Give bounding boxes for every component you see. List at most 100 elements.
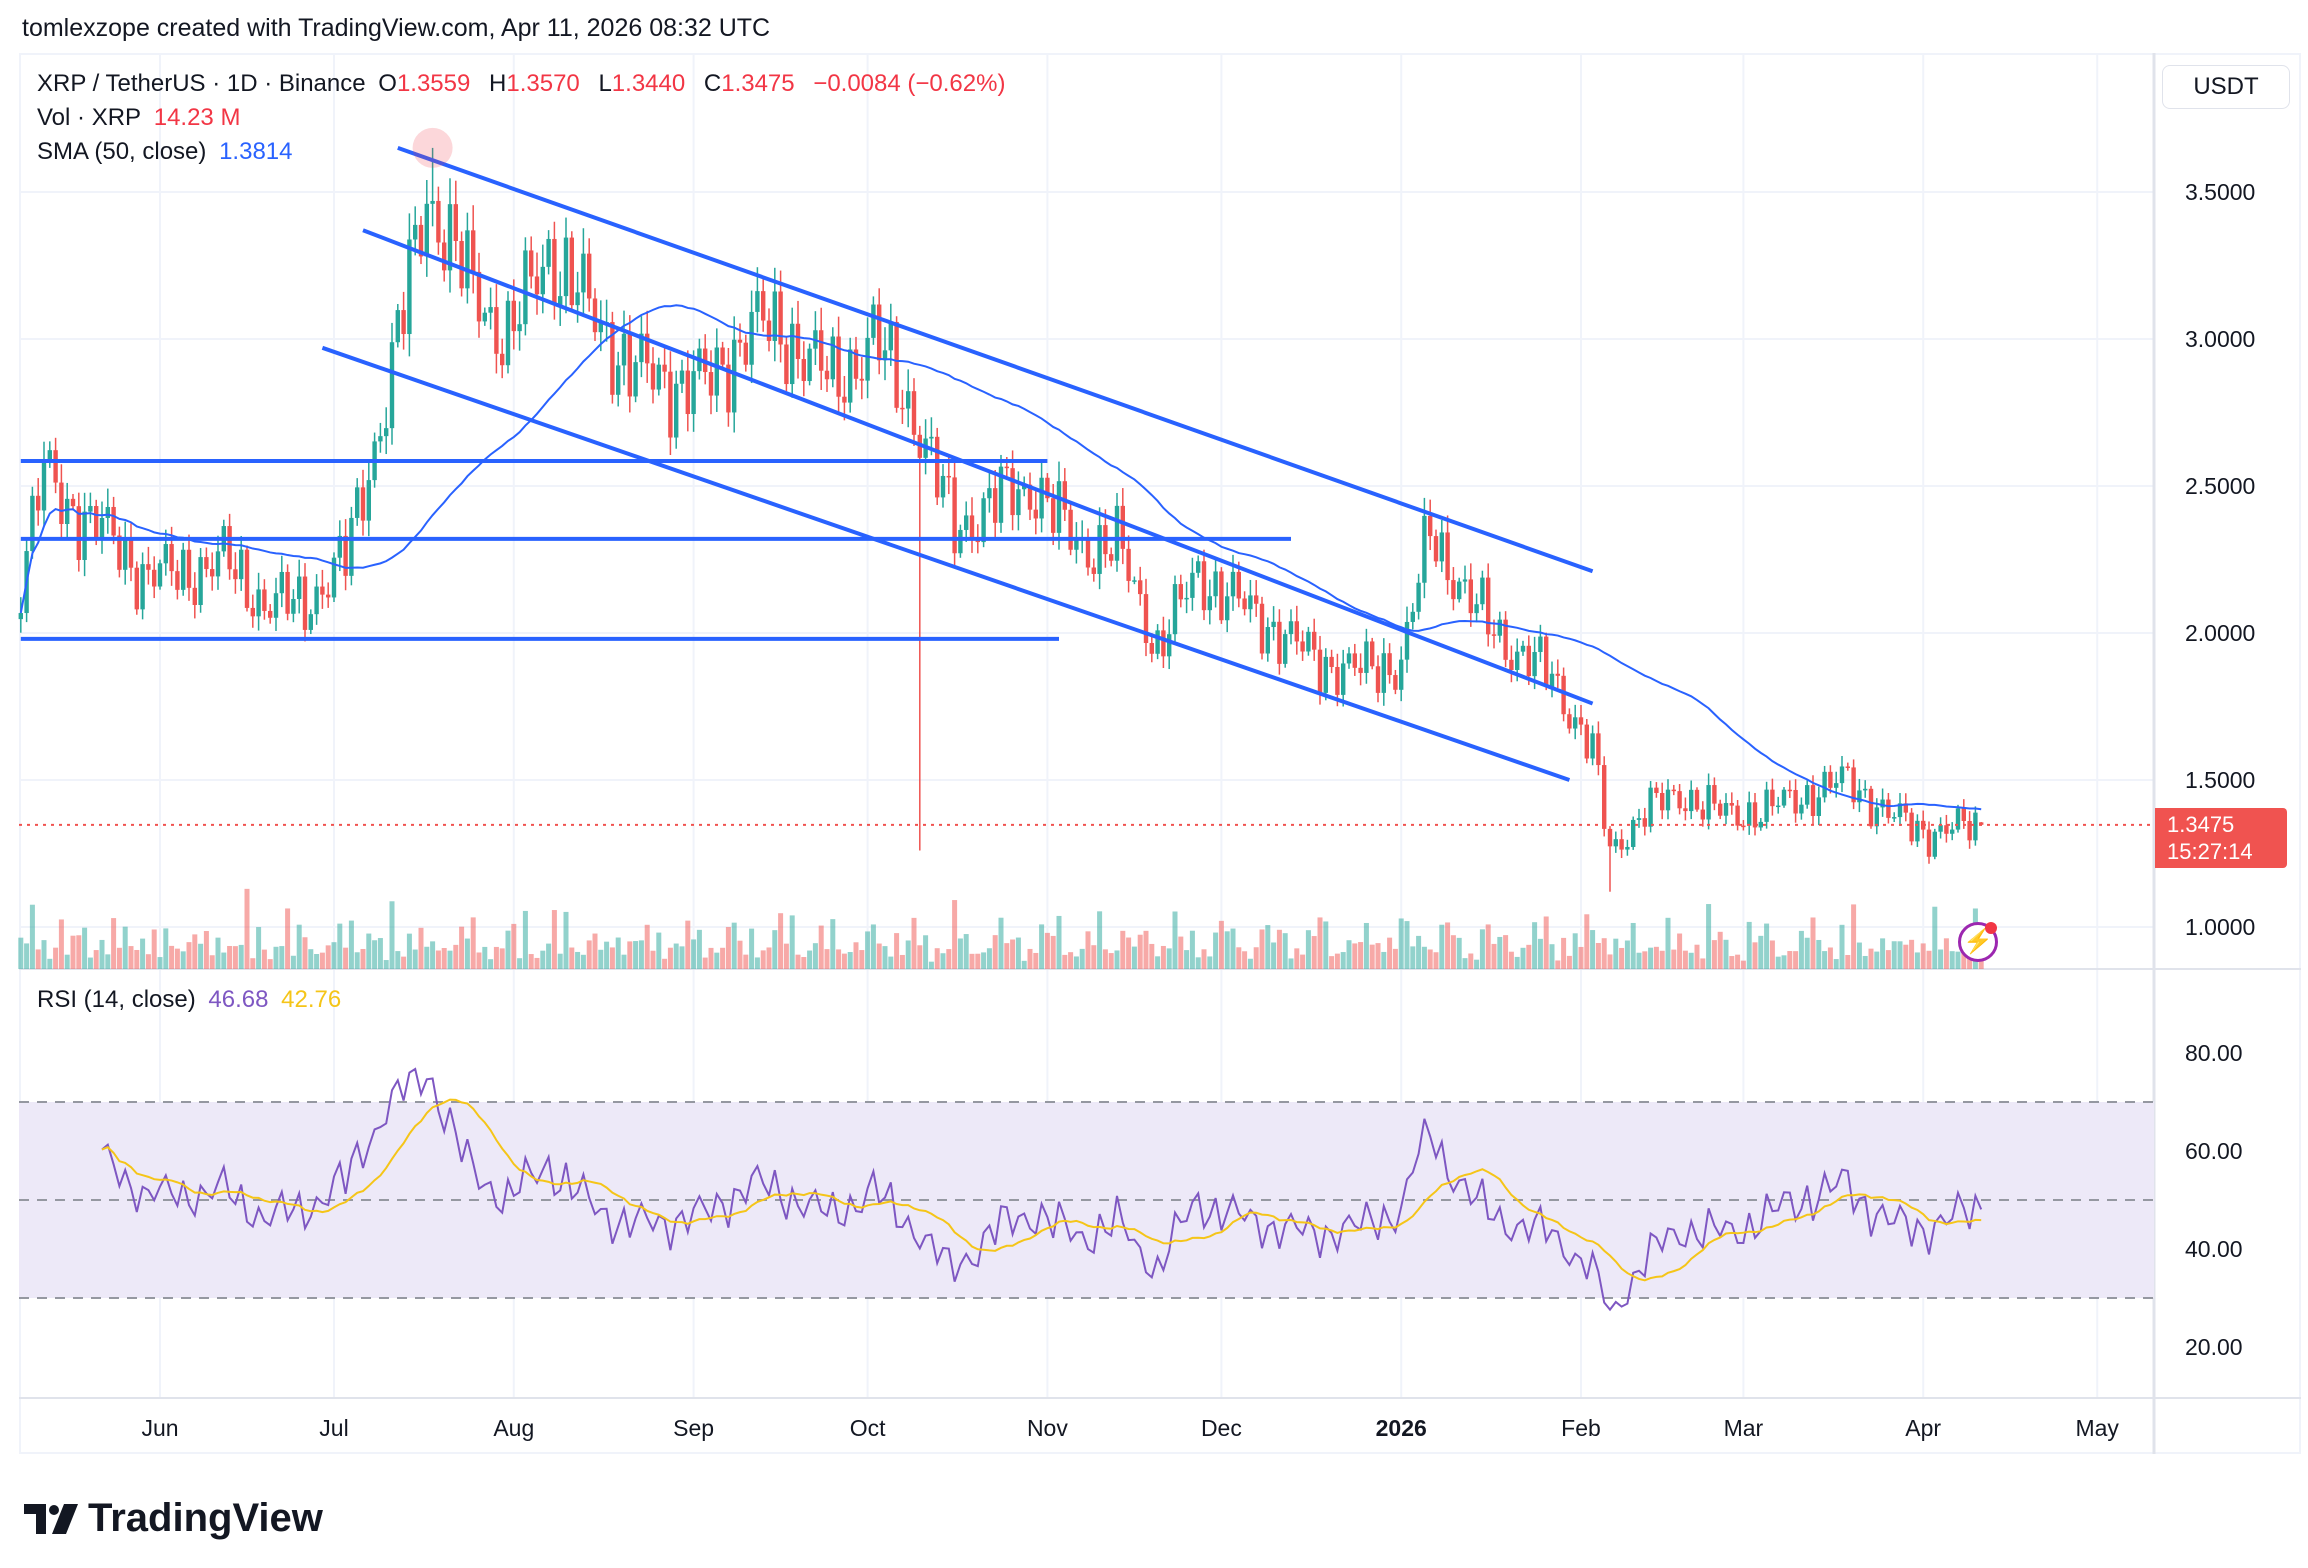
- candle-body: [1381, 653, 1386, 693]
- volume-bar: [1793, 951, 1799, 969]
- candle-body: [575, 292, 580, 306]
- candle-body: [337, 535, 342, 558]
- volume-legend[interactable]: Vol · XRP 14.23 M: [37, 104, 246, 132]
- volume-bar: [256, 927, 262, 969]
- candle-body: [1886, 799, 1891, 818]
- volume-bar: [1375, 943, 1381, 969]
- volume-bar: [232, 946, 238, 969]
- candle-body: [1694, 789, 1700, 810]
- volume-bar: [691, 939, 697, 969]
- volume-bar: [1897, 941, 1903, 969]
- candle-body: [1520, 645, 1526, 652]
- volume-bar: [1189, 930, 1195, 969]
- candle-body: [726, 364, 731, 413]
- candle-body: [819, 330, 824, 371]
- volume-bar: [662, 958, 668, 969]
- volume-bar: [1891, 941, 1897, 969]
- rsi-axis-label: 80.00: [2185, 1040, 2243, 1066]
- candle-body: [772, 291, 777, 341]
- candle-body: [1729, 803, 1734, 806]
- candle-body: [378, 436, 383, 442]
- sma-legend[interactable]: SMA (50, close) 1.3814: [37, 138, 298, 166]
- volume-bar: [1097, 911, 1103, 969]
- volume-bar: [319, 952, 325, 969]
- candle-body: [958, 529, 963, 554]
- currency-button[interactable]: USDT: [2162, 65, 2290, 109]
- volume-bar: [1242, 951, 1248, 969]
- candle-body: [1880, 799, 1885, 808]
- volume-bar: [621, 954, 627, 969]
- volume-bar: [1566, 955, 1572, 969]
- candle-body: [256, 589, 261, 617]
- volume-bar: [1903, 944, 1909, 969]
- volume-bar: [1671, 949, 1677, 969]
- volume-bar: [1392, 948, 1398, 969]
- rsi-axis-label: 40.00: [2185, 1236, 2243, 1262]
- volume-bar: [534, 957, 540, 969]
- volume-bar: [615, 937, 621, 969]
- volume-bar: [644, 924, 650, 969]
- candle-body: [1167, 634, 1172, 657]
- candle-body: [1393, 675, 1398, 690]
- volume-bar: [1497, 936, 1503, 969]
- rsi-legend[interactable]: RSI (14, close) 46.68 42.76: [37, 986, 347, 1014]
- candle-body: [761, 291, 766, 321]
- candle-body: [987, 488, 992, 499]
- volume-bar: [1369, 944, 1375, 969]
- volume-bar: [1468, 953, 1474, 969]
- candle-body: [1271, 621, 1276, 628]
- volume-bar: [1050, 935, 1056, 969]
- volume-bar: [1073, 956, 1079, 969]
- candle-body: [824, 370, 830, 380]
- time-axis-label: Feb: [1561, 1415, 1601, 1441]
- candle-body: [1660, 792, 1665, 811]
- candle-body: [929, 436, 934, 439]
- volume-bar: [1149, 943, 1155, 969]
- candle-body: [1068, 509, 1073, 550]
- time-axis-label: Apr: [1905, 1415, 1941, 1441]
- volume-bar: [203, 931, 209, 969]
- volume-bar: [1300, 954, 1306, 969]
- candle-body: [326, 594, 331, 598]
- volume-bar: [859, 950, 865, 969]
- candle-body: [1230, 571, 1236, 597]
- candle-body: [1810, 785, 1816, 816]
- candle-body: [1259, 603, 1265, 654]
- volume-bar: [1746, 921, 1752, 969]
- candle-body: [1207, 596, 1212, 611]
- price-axis-label: 3.5000: [2185, 179, 2255, 205]
- volume-bar: [801, 957, 807, 969]
- candle-body: [1213, 571, 1218, 597]
- volume-bar: [546, 943, 552, 969]
- candle-body: [714, 347, 719, 396]
- volume-bar: [1015, 937, 1021, 969]
- candle-body: [1578, 717, 1584, 725]
- volume-bar: [1630, 922, 1636, 969]
- volume-bar: [760, 950, 766, 969]
- symbol-title[interactable]: XRP / TetherUS · 1D · Binance: [37, 70, 366, 97]
- candle-body: [1584, 724, 1589, 759]
- candle-body: [964, 515, 969, 530]
- volume-bar: [1079, 948, 1085, 969]
- volume-bar: [453, 944, 459, 969]
- candle-body: [1619, 839, 1624, 850]
- logo-text: TradingView: [88, 1496, 323, 1540]
- candle-body: [494, 307, 499, 354]
- volume-bar: [1253, 947, 1259, 969]
- time-axis-label: Nov: [1027, 1415, 1068, 1441]
- volume-bar: [1033, 952, 1039, 969]
- volume-bar: [1027, 948, 1033, 969]
- volume-bar: [1914, 952, 1920, 969]
- candle-body: [355, 487, 360, 518]
- candle-body: [1236, 571, 1241, 599]
- candle-body: [1428, 515, 1433, 537]
- volume-bar: [836, 949, 842, 969]
- volume-bar: [1166, 948, 1172, 969]
- volume-bar: [1450, 935, 1456, 969]
- volume-bar: [540, 950, 546, 969]
- candle-body: [1944, 825, 1949, 834]
- candle-body: [1752, 802, 1758, 828]
- tradingview-logo[interactable]: TradingView: [24, 1496, 323, 1541]
- candle-body: [1735, 805, 1740, 826]
